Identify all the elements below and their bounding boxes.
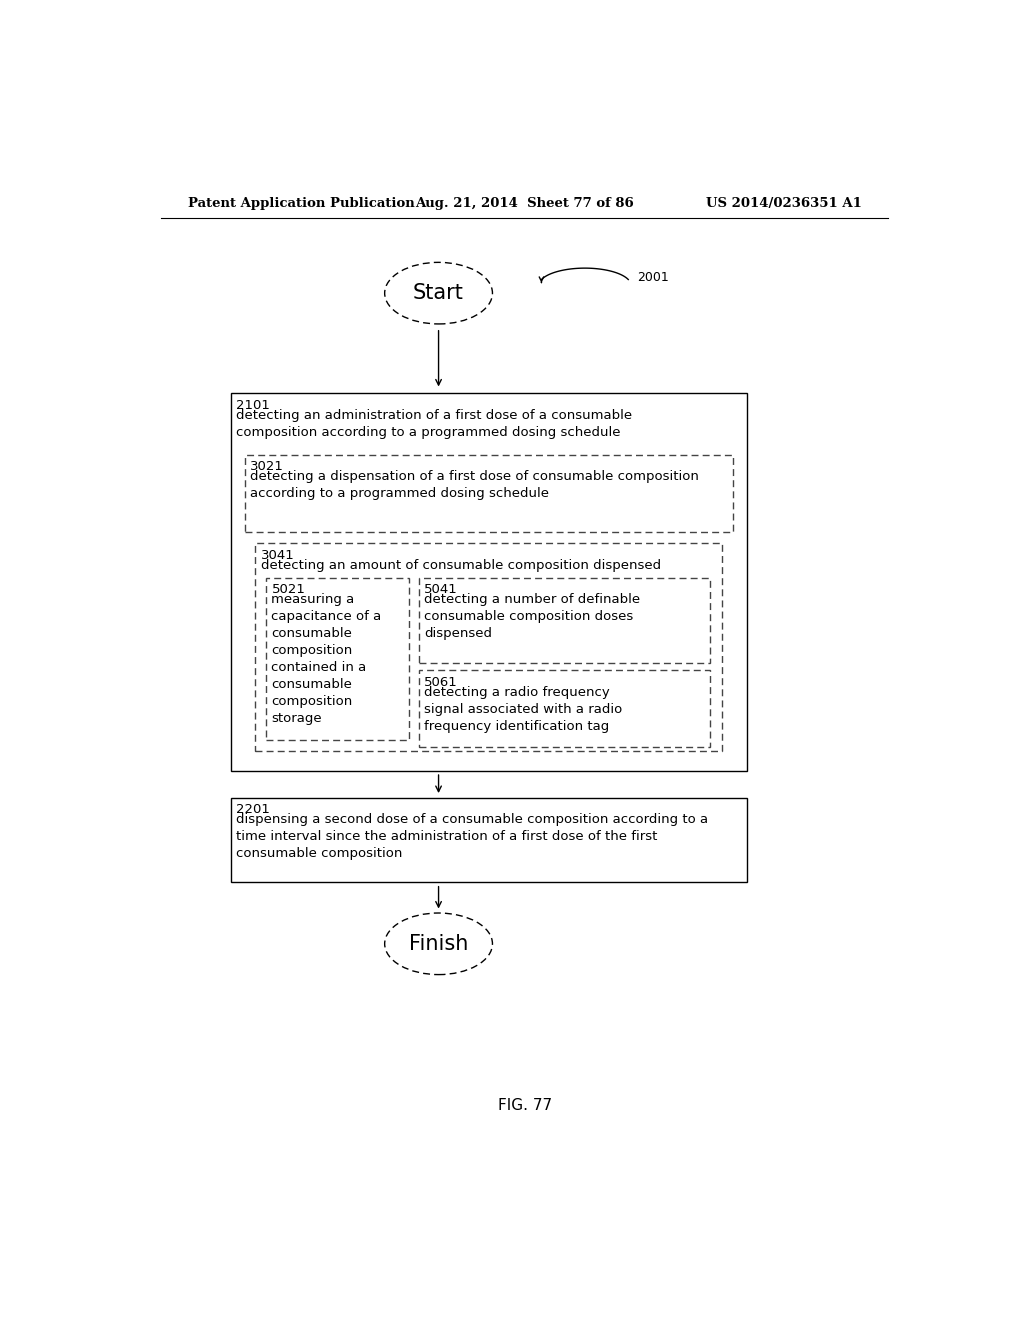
Text: 5041: 5041 — [424, 583, 458, 597]
Text: detecting a dispensation of a first dose of consumable composition
according to : detecting a dispensation of a first dose… — [250, 470, 698, 500]
Text: 3041: 3041 — [261, 549, 295, 562]
Text: 2001: 2001 — [637, 271, 669, 284]
Text: detecting an amount of consumable composition dispensed: detecting an amount of consumable compos… — [261, 558, 660, 572]
Text: detecting an administration of a first dose of a consumable
composition accordin: detecting an administration of a first d… — [237, 409, 632, 438]
Text: Patent Application Publication: Patent Application Publication — [188, 197, 415, 210]
Text: dispensing a second dose of a consumable composition according to a
time interva: dispensing a second dose of a consumable… — [237, 813, 709, 859]
Text: 5021: 5021 — [271, 583, 305, 597]
Text: Aug. 21, 2014  Sheet 77 of 86: Aug. 21, 2014 Sheet 77 of 86 — [416, 197, 634, 210]
Text: detecting a radio frequency
signal associated with a radio
frequency identificat: detecting a radio frequency signal assoc… — [424, 686, 623, 733]
Text: US 2014/0236351 A1: US 2014/0236351 A1 — [707, 197, 862, 210]
Text: measuring a
capacitance of a
consumable
composition
contained in a
consumable
co: measuring a capacitance of a consumable … — [271, 594, 382, 726]
Text: 2101: 2101 — [237, 399, 270, 412]
Text: 3021: 3021 — [250, 461, 284, 474]
Text: FIG. 77: FIG. 77 — [498, 1098, 552, 1113]
Text: 5061: 5061 — [424, 676, 458, 689]
Text: Finish: Finish — [409, 933, 468, 954]
Text: Start: Start — [413, 284, 464, 304]
Text: detecting a number of definable
consumable composition doses
dispensed: detecting a number of definable consumab… — [424, 594, 640, 640]
Text: 2201: 2201 — [237, 803, 270, 816]
